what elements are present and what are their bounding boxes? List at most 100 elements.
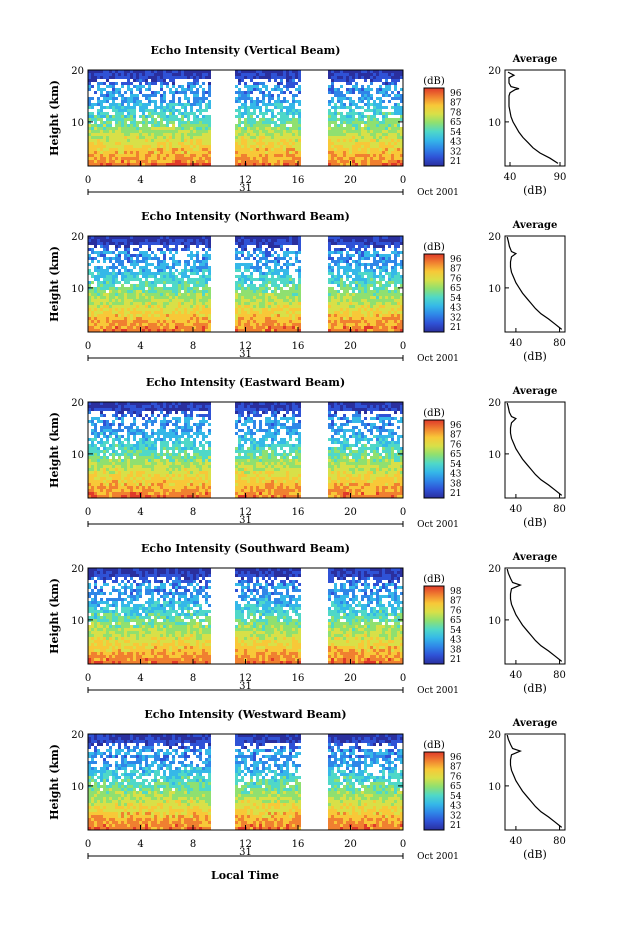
heatmap-cell [244, 320, 247, 323]
heatmap-cell [121, 163, 124, 166]
heatmap-cell [124, 109, 127, 112]
heatmap-cell [106, 154, 109, 157]
heatmap-cell [88, 148, 91, 151]
heatmap-cell [379, 326, 382, 329]
heatmap-cell [133, 106, 136, 109]
heatmap-cell [163, 70, 166, 73]
heatmap-cell [397, 127, 400, 130]
heatmap-cell [103, 124, 106, 127]
heatmap-cell [379, 79, 382, 82]
heatmap-cell [169, 163, 172, 166]
heatmap-cell [370, 278, 373, 281]
heatmap-cell [124, 245, 127, 248]
heatmap-cell [124, 320, 127, 323]
heatmap-cell [280, 163, 283, 166]
heatmap-cell [148, 85, 151, 88]
heatmap-cell [355, 82, 358, 85]
heatmap-cell [337, 323, 340, 326]
heatmap-cell [331, 326, 334, 329]
heatmap-cell [130, 302, 133, 305]
heatmap-cell [244, 269, 247, 272]
heatmap-cell [235, 151, 238, 154]
heatmap-cell [337, 320, 340, 323]
heatmap-cell [373, 148, 376, 151]
heatmap-cell [115, 112, 118, 115]
heatmap-cells [88, 236, 403, 332]
heatmap-cell [244, 299, 247, 302]
heatmap-cell [208, 290, 211, 293]
heatmap-cell [289, 130, 292, 133]
heatmap-cell [358, 299, 361, 302]
heatmap-cell [349, 320, 352, 323]
heatmap-cell [400, 88, 403, 91]
heatmap-cell [331, 290, 334, 293]
heatmap-cell [193, 97, 196, 100]
heatmap-cell [295, 160, 298, 163]
heatmap-cell [283, 278, 286, 281]
heatmap-cell [388, 260, 391, 263]
heatmap-cell [166, 70, 169, 73]
heatmap-cell [202, 151, 205, 154]
heatmap-cell [292, 293, 295, 296]
heatmap-cell [355, 317, 358, 320]
heatmap-cell [367, 157, 370, 160]
heatmap-cell [283, 136, 286, 139]
heatmap-cell [88, 453, 91, 456]
heatmap-cell [109, 97, 112, 100]
heatmap-cell [109, 236, 112, 239]
heatmap-cell [295, 290, 298, 293]
heatmap-cell [280, 70, 283, 73]
heatmap-cell [112, 163, 115, 166]
heatmap-cell [400, 281, 403, 284]
heatmap-cell [346, 236, 349, 239]
heatmap-cell [271, 284, 274, 287]
heatmap-cell [199, 121, 202, 124]
heatmap-cell [271, 290, 274, 293]
heatmap-cell [145, 254, 148, 257]
heatmap-cell [124, 106, 127, 109]
heatmap-cell [124, 154, 127, 157]
heatmap-cell [250, 115, 253, 118]
heatmap-cell [103, 236, 106, 239]
heatmap-cell [262, 236, 265, 239]
heatmap-cell [205, 293, 208, 296]
heatmap-cell [112, 308, 115, 311]
heatmap-cell [373, 106, 376, 109]
heatmap-cell [100, 272, 103, 275]
heatmap-cell [268, 317, 271, 320]
heatmap-cell [130, 311, 133, 314]
heatmap-cell [382, 118, 385, 121]
heatmap-cell [358, 251, 361, 254]
heatmap-cell [112, 130, 115, 133]
heatmap-cell [373, 311, 376, 314]
heatmap-cell [88, 239, 91, 242]
heatmap-cell [262, 151, 265, 154]
heatmap-cell [163, 242, 166, 245]
heatmap-cell [244, 317, 247, 320]
heatmap-cell [187, 97, 190, 100]
heatmap-cell [208, 320, 211, 323]
heatmap-cell [397, 290, 400, 293]
heatmap-cell [145, 163, 148, 166]
heatmap-cell [238, 154, 241, 157]
heatmap-cell [172, 142, 175, 145]
heatmap-cell [244, 106, 247, 109]
heatmap-cell [352, 127, 355, 130]
heatmap-cell [370, 127, 373, 130]
heatmap-cell [391, 329, 394, 332]
heatmap-cell [145, 106, 148, 109]
heatmap-cell [169, 154, 172, 157]
heatmap-cell [172, 266, 175, 269]
heatmap-cell [175, 269, 178, 272]
heatmap-cell [136, 88, 139, 91]
heatmap-cell [109, 296, 112, 299]
heatmap-cell [124, 257, 127, 260]
heatmap-cell [346, 239, 349, 242]
heatmap-cell [151, 115, 154, 118]
heatmap-cell [385, 266, 388, 269]
heatmap-cell [184, 317, 187, 320]
panel-3: Echo Intensity (Eastward Beam)2010Height… [48, 376, 566, 530]
heatmap-cell [106, 124, 109, 127]
heatmap-cell [106, 314, 109, 317]
heatmap-cell [337, 293, 340, 296]
